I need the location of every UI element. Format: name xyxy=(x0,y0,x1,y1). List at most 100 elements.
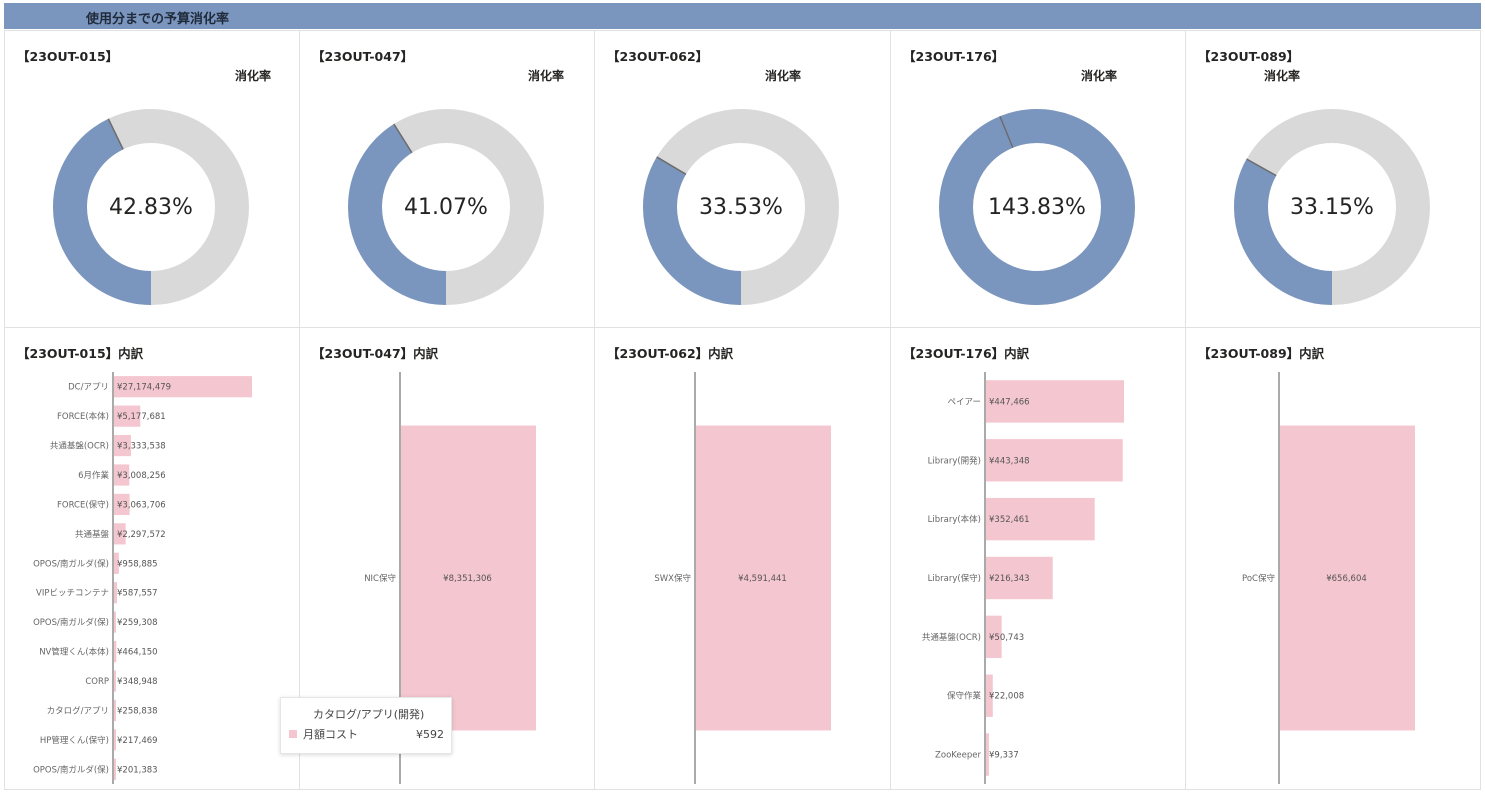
bar xyxy=(114,464,130,486)
bar-category-label: ペイアー xyxy=(948,397,982,407)
donut-card-title: 【23OUT-047】 xyxy=(312,49,414,64)
donut-fill-arc xyxy=(348,109,544,305)
budget-donut-chart[interactable] xyxy=(1234,109,1430,305)
bar-value-label: ¥8,351,306 xyxy=(443,574,492,584)
bar-category-label: NV管理くん(本体) xyxy=(39,647,109,658)
breakdown-bar-chart[interactable]: DC/アプリ ¥27,174,479 FORCE(本体) ¥5,177,681 共通基盤… xyxy=(5,364,300,790)
breakdown-card-3[interactable]: 【23OUT-062】内訳 SWX保守 ¥4,591,441 xyxy=(594,327,891,790)
bar-category-label: 共通基盤 xyxy=(75,529,110,540)
bar-category-label: 共通基盤(OCR) xyxy=(922,632,981,643)
bar-value-label: ¥9,337 xyxy=(989,751,1019,761)
donut-percent-value: 41.07% xyxy=(404,194,488,220)
bar-value-label: ¥3,063,706 xyxy=(117,500,166,510)
bar-category-label: OPOS/南ガルダ(保) xyxy=(33,617,109,628)
bar xyxy=(114,611,116,633)
chart-tooltip: カタログ/アプリ(開発) 月額コスト ¥592 xyxy=(280,697,452,754)
bar-value-label: ¥443,348 xyxy=(989,456,1030,466)
breakdown-card-1[interactable]: 【23OUT-015】内訳 DC/アプリ ¥27,174,479 FORCE(本体)… xyxy=(4,327,300,790)
donut-card-title: 【23OUT-089】 xyxy=(1198,49,1300,64)
bar xyxy=(114,582,117,604)
breakdown-title: 【23OUT-089】内訳 xyxy=(1198,346,1325,361)
bar-value-label: ¥3,008,256 xyxy=(117,471,166,481)
tooltip-value: ¥592 xyxy=(416,727,444,741)
bar xyxy=(986,674,993,717)
tooltip-row: 月額コスト ¥592 xyxy=(289,726,444,742)
bar-value-label: ¥3,333,538 xyxy=(117,442,166,452)
bar-category-label: DC/アプリ xyxy=(68,383,109,393)
donut-card-1[interactable]: 【23OUT-015】 消化率 42.83% xyxy=(4,30,300,328)
bar xyxy=(114,434,131,457)
donut-card-2[interactable]: 【23OUT-047】 消化率 41.07% xyxy=(299,30,595,328)
dashboard-header: 使用分までの予算消化率 xyxy=(4,3,1481,29)
bar-category-label: Library(本体) xyxy=(928,514,981,525)
bar-category-label: SWX保守 xyxy=(654,573,691,584)
bar-value-label: ¥352,461 xyxy=(989,515,1030,525)
donut-percent-value: 33.15% xyxy=(1290,194,1374,220)
donut-card-title: 【23OUT-015】 xyxy=(17,49,119,64)
bar xyxy=(986,380,1124,423)
bar-category-label: Library(開発) xyxy=(928,456,981,466)
bar-value-label: ¥216,343 xyxy=(989,574,1030,584)
bar-category-label: カタログ/アプリ xyxy=(47,705,109,716)
bar-category-label: OPOS/南ガルダ(保) xyxy=(33,764,109,775)
budget-donut-chart[interactable] xyxy=(643,109,839,305)
bar xyxy=(114,640,117,663)
breakdown-card-4[interactable]: 【23OUT-176】内訳 ペイアー ¥447,466 Library(開発) ¥44… xyxy=(890,327,1186,790)
rate-label: 消化率 xyxy=(235,69,272,83)
breakdown-title: 【23OUT-015】内訳 xyxy=(17,346,144,361)
donut-percent-value: 42.83% xyxy=(109,194,193,220)
bar-value-label: ¥2,297,572 xyxy=(117,530,166,540)
bar xyxy=(114,493,130,516)
dashboard-title: 使用分までの予算消化率 xyxy=(86,12,230,27)
bar-value-label: ¥50,743 xyxy=(989,633,1024,643)
budget-donut-chart[interactable] xyxy=(53,109,249,305)
bar-value-label: ¥348,948 xyxy=(117,677,158,687)
bar-value-label: ¥259,308 xyxy=(117,618,158,628)
bar-category-label: VIPビッチコンテナ xyxy=(36,589,109,599)
breakdown-bar-chart[interactable]: PoC保守 ¥656,604 xyxy=(1186,364,1481,790)
bar-category-label: FORCE(本体) xyxy=(57,411,109,422)
bar-value-label: ¥587,557 xyxy=(117,589,158,599)
breakdown-title: 【23OUT-062】内訳 xyxy=(607,346,734,361)
bar-value-label: ¥464,150 xyxy=(117,648,158,658)
breakdown-bar-chart[interactable]: ペイアー ¥447,466 Library(開発) ¥443,348 Library(本… xyxy=(891,364,1186,790)
bar-category-label: ZooKeeper xyxy=(935,751,981,761)
bar-value-label: ¥656,604 xyxy=(1326,574,1367,584)
donut-fill-arc xyxy=(939,109,1135,305)
bar xyxy=(986,497,1095,541)
donut-card-title: 【23OUT-062】 xyxy=(607,49,709,64)
bar xyxy=(401,425,536,731)
donut-target-marker xyxy=(1246,158,1277,177)
donut-target-marker xyxy=(656,156,687,175)
bar xyxy=(986,439,1123,482)
breakdown-card-5[interactable]: 【23OUT-089】内訳 PoC保守 ¥656,604 xyxy=(1185,327,1481,790)
bar xyxy=(114,670,116,692)
rate-label: 消化率 xyxy=(528,69,565,83)
bar xyxy=(114,729,116,751)
tooltip-title: カタログ/アプリ(開発) xyxy=(313,708,425,721)
bar xyxy=(1280,425,1415,731)
bar-category-label: CORP xyxy=(85,677,109,687)
donut-fill-arc xyxy=(643,109,839,305)
bar xyxy=(986,615,1002,659)
donut-target-marker xyxy=(999,115,1014,149)
bar xyxy=(114,405,141,427)
budget-donut-chart[interactable] xyxy=(348,109,544,305)
donut-card-4[interactable]: 【23OUT-176】 消化率 143.83% xyxy=(890,30,1186,328)
bar-category-label: 保守作業 xyxy=(947,691,982,702)
donut-card-3[interactable]: 【23OUT-062】 消化率 33.53% xyxy=(594,30,891,328)
budget-donut-chart[interactable] xyxy=(939,109,1135,305)
bar-category-label: 6月作業 xyxy=(78,470,109,481)
bar-category-label: FORCE(保守) xyxy=(57,499,109,510)
donut-card-title: 【23OUT-176】 xyxy=(903,49,1005,64)
breakdown-bar-chart[interactable]: SWX保守 ¥4,591,441 xyxy=(595,364,891,790)
tooltip-key: 月額コスト xyxy=(303,728,358,741)
donut-target-marker xyxy=(393,123,413,154)
bar-category-label: NIC保守 xyxy=(364,573,396,584)
bar xyxy=(114,376,252,398)
breakdown-bar-chart[interactable]: NIC保守 ¥8,351,306 xyxy=(300,364,595,790)
donut-card-5[interactable]: 【23OUT-089】 消化率 33.15% xyxy=(1185,30,1481,328)
bar xyxy=(114,552,119,574)
bar-value-label: ¥201,383 xyxy=(117,765,158,775)
rate-label: 消化率 xyxy=(1081,69,1118,83)
